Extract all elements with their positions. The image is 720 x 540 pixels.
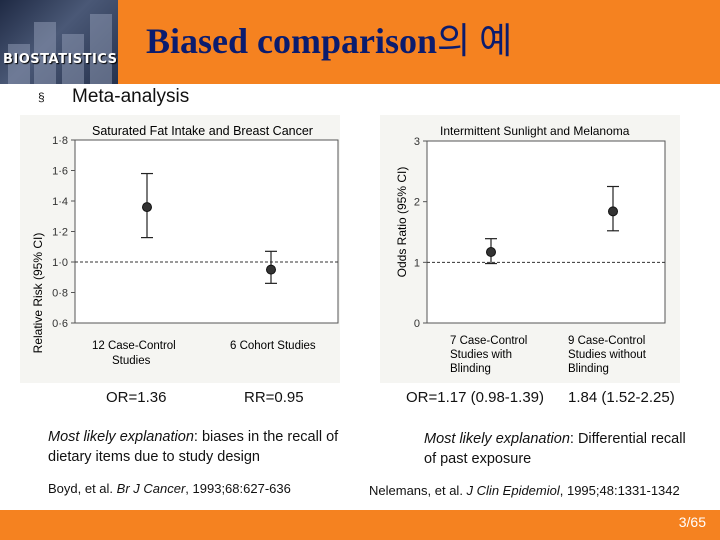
chart-left: Saturated Fat Intake and Breast Cancer R… (31, 124, 339, 367)
chart-right-plot-frame (426, 140, 666, 324)
chart-left-ytick-label: 1·2 (52, 227, 68, 239)
reference-right-details: , 1995;48:1331-1342 (559, 483, 680, 498)
or-left-label: OR=1.36 (106, 389, 167, 406)
chart-left-title: Saturated Fat Intake and Breast Cancer (92, 124, 313, 138)
ci-right-label: 1.84 (1.52-2.25) (568, 389, 675, 406)
chart-left-ytick-label: 0·6 (52, 318, 68, 330)
reference-left-journal: Br J Cancer (116, 481, 186, 496)
explanation-right-label: Most likely explanation (424, 431, 570, 447)
chart-left-yticks: 0·6 0·8 1·0 1·2 1·4 1·6 1·8 (52, 135, 75, 330)
figure-right: Intermittent Sunlight and Melanoma Odds … (380, 115, 680, 383)
figure-left: Saturated Fat Intake and Breast Cancer R… (20, 115, 340, 383)
explanation-right-text: : Differential recall of past exposure (424, 431, 686, 467)
reference-right: Nelemans, et al. J Clin Epidemiol, 1995;… (369, 483, 680, 498)
chart-left-plot-frame (74, 139, 339, 324)
chart-right-xcat1-line2: Studies with (450, 349, 512, 361)
chart-left-ylabel: Relative Risk (95% CI) (31, 233, 45, 354)
reference-right-journal: J Clin Epidemiol (466, 483, 560, 498)
chart-right-xcat2-line1: 9 Case-Control (568, 335, 645, 347)
title-main: Biased comparison (146, 21, 438, 61)
header-banner (0, 0, 720, 84)
chart-left-ytick-label: 0·8 (52, 288, 68, 300)
explanation-left: Most likely explanation: biases in the r… (48, 427, 378, 467)
chart-left-ytick-label: 1·4 (52, 196, 68, 208)
chart-right-xcat2-line2: Studies without (568, 349, 647, 361)
chart-right-yticks: 0 1 2 3 (414, 136, 427, 330)
reference-right-authors: Nelemans, et al. (369, 483, 467, 498)
chart-right-ytick-label: 0 (414, 318, 420, 330)
reference-left-authors: Boyd, et al. (48, 481, 117, 496)
explanation-left-text: : biases in the recall of dietary items … (48, 429, 339, 465)
reference-left-details: , 1993;68:627-636 (185, 481, 291, 496)
chart-left-plot (74, 139, 339, 324)
explanation-right: Most likely explanation: Differential re… (424, 429, 694, 469)
chart-right: Intermittent Sunlight and Melanoma Odds … (395, 124, 666, 375)
chart-right-ytick-label: 1 (414, 257, 420, 269)
chart-right-xcat1-line3: Blinding (450, 363, 491, 375)
chart-left-ytick-label: 1·0 (52, 257, 68, 269)
chart-right-point (608, 206, 618, 217)
footer-bar (0, 510, 720, 540)
chart-right-point (486, 247, 496, 258)
chart-left-ytick-label: 1·6 (52, 166, 68, 178)
chart-right-ylabel: Odds Ratio (95% CI) (395, 167, 409, 278)
chart-right-xcat2-line3: Blinding (568, 363, 609, 375)
chart-left-xcat1-line2: Studies (112, 355, 151, 367)
chart-right-plot (426, 140, 666, 324)
explanation-left-label: Most likely explanation (48, 429, 194, 445)
logo: BIOSTATISTICS (0, 0, 118, 84)
chart-left-ytick-label: 1·8 (52, 135, 68, 147)
chart-right-title: Intermittent Sunlight and Melanoma (440, 124, 630, 138)
chart-right-ytick-label: 3 (414, 136, 420, 148)
chart-left-point (142, 202, 152, 213)
chart-left-xcat1-line1: 12 Case-Control (92, 340, 176, 352)
page-number: 3/65 (678, 514, 706, 530)
logo-text: BIOSTATISTICS (3, 52, 118, 67)
title-suffix: 의 예 (437, 21, 513, 61)
or-right-label: OR=1.17 (0.98-1.39) (406, 389, 544, 406)
chart-left-xcat2: 6 Cohort Studies (230, 340, 316, 352)
chart-right-ytick-label: 2 (414, 197, 420, 209)
reference-left: Boyd, et al. Br J Cancer, 1993;68:627-63… (48, 481, 291, 496)
bullet-text: Meta-analysis (72, 86, 190, 107)
chart-left-point (266, 264, 276, 275)
chart-right-xcat1-line1: 7 Case-Control (450, 335, 527, 347)
rr-left-label: RR=0.95 (244, 389, 304, 406)
bullet-icon: § (38, 90, 45, 104)
page-title: Biased comparison의 예 (146, 12, 512, 64)
